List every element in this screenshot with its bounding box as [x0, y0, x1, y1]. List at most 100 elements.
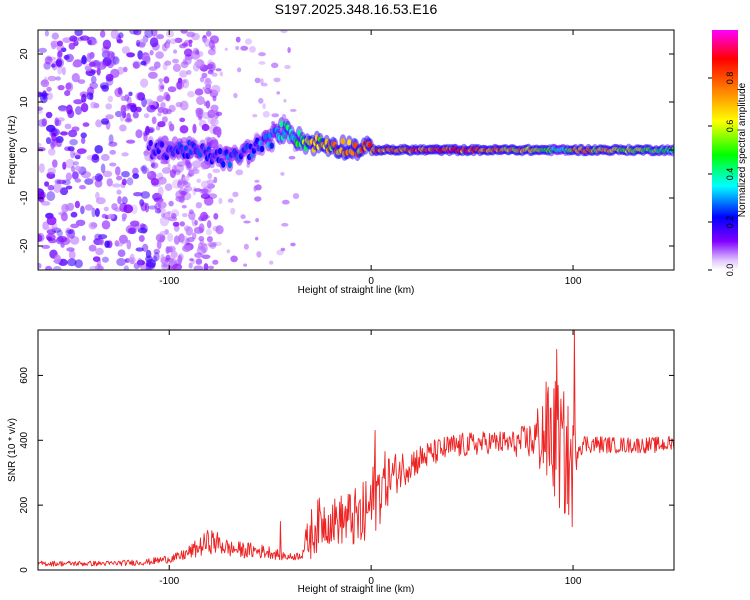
colorbar-tick-label: 0.6 [725, 120, 735, 133]
spectrogram-noise-cell [107, 51, 115, 59]
spectrogram-noise-cell [289, 108, 297, 112]
spectrogram-noise-cell [75, 106, 82, 115]
spectrogram-noise-cell [123, 66, 128, 73]
spectrogram-noise-cell [86, 92, 94, 100]
spectrogram-ytick-label: 10 [19, 96, 30, 108]
spectrogram-noise-cell [150, 178, 160, 186]
spectrogram-noise-cell [51, 63, 56, 68]
colorbar-ticks: 0.0 0.2 0.4 0.6 0.8 [708, 72, 735, 276]
spectrogram-noise-cell [161, 116, 168, 123]
spectrogram-noise-cell [254, 196, 262, 202]
spectrogram-noise-cell [205, 228, 212, 236]
spectrogram-noise-cell [201, 72, 208, 79]
spectrogram-noise-cell [213, 176, 218, 184]
spectrogram-noise-cell [188, 43, 193, 48]
spectrogram-noise-cell [175, 190, 185, 200]
spectrogram-noise-cell [151, 30, 158, 37]
spectrogram-noise-cell [145, 125, 150, 136]
spectrogram-noise-cell [126, 239, 132, 250]
spectrogram-noise-cell [123, 104, 131, 111]
spectrogram-noise-cell [45, 55, 52, 63]
spectrogram-noise-cell [91, 154, 100, 163]
spectrogram-noise-cell [121, 178, 127, 186]
spectrogram-noise-cell [199, 76, 205, 83]
spectrogram-noise-cell [170, 250, 178, 259]
spectrogram-noise-cell [84, 65, 92, 72]
spectrogram-noise-cell [72, 161, 79, 166]
spectrogram-noise-cell [215, 225, 224, 235]
spectrogram-noise-cell [165, 94, 171, 102]
spectrogram-noise-cell [82, 122, 90, 127]
spectrogram-noise-cell [75, 219, 86, 226]
spectrogram-noise-cell [182, 176, 190, 182]
spectrogram-noise-cell [262, 103, 266, 110]
spectrogram-noise-cell [133, 30, 142, 36]
spectrogram-noise-cell [178, 233, 185, 243]
spectrogram-noise-cell [203, 263, 209, 270]
spectrogram-noise-cell [81, 136, 86, 145]
spectrogram-noise-cell [46, 92, 53, 100]
spectrogram-noise-cell [249, 46, 256, 53]
spectrogram-noise-cell [232, 191, 239, 198]
spectrogram-noise-cell [196, 178, 201, 183]
spectrogram-noise-cell [186, 31, 196, 38]
spectrogram-noise-cell [177, 178, 183, 186]
spectrogram-noise-cell [147, 171, 152, 177]
spectrogram-ytick-label: 0 [19, 147, 30, 153]
spectrogram-ridge-cell [269, 142, 274, 149]
spectrogram-noise-cell [200, 188, 209, 194]
spectrogram-noise-cell [88, 53, 94, 60]
spectrogram-noise-cell [182, 180, 188, 186]
spectrogram-noise-cell [118, 234, 128, 244]
spectrogram-noise-cell [235, 45, 240, 51]
snr-panel: -100 0 100 0 200 400 600 Height of straight li… [7, 329, 675, 595]
snr-frame [37, 329, 675, 571]
spectrogram-noise-cell [56, 179, 67, 185]
spectrogram-ridge-cell [279, 120, 284, 128]
spectrogram-noise-cell [127, 227, 136, 234]
spectrogram-noise-cell [172, 179, 181, 189]
spectrogram-noise-cell [81, 235, 86, 242]
spectrogram-noise-cell [64, 123, 72, 130]
spectrogram-noise-cell [51, 32, 59, 40]
spectrogram-noise-cell [135, 129, 143, 139]
spectrogram-noise-cell [203, 101, 207, 107]
spectrogram-noise-cell [66, 247, 75, 252]
spectrogram-noise-cell [162, 263, 168, 268]
spectrogram-noise-cell [97, 61, 107, 70]
spectrogram-ridge-cell [217, 147, 223, 155]
spectrogram-noise-cell [192, 168, 200, 175]
spectrogram-noise-cell [38, 47, 47, 54]
spectrogram-noise-cell [258, 97, 264, 104]
spectrogram-noise-cell [63, 54, 70, 60]
spectrogram-noise-cell [180, 61, 189, 69]
spectrogram-noise-cell [92, 256, 101, 262]
spectrogram-noise-cell [157, 176, 167, 185]
spectrogram-noise-cell [180, 235, 189, 245]
spectrogram-noise-cell [155, 51, 164, 59]
spectrogram-noise-cell [121, 46, 130, 55]
spectrogram-noise-cell [101, 84, 109, 92]
spectrogram-noise-cell [212, 168, 221, 173]
spectrogram-noise-cell [126, 52, 135, 58]
spectrogram-noise-cell [72, 61, 82, 68]
spectrogram-noise-cell [138, 39, 146, 49]
spectrogram-noise-cell [160, 254, 165, 262]
spectrogram-noise-cell [105, 103, 113, 110]
spectrogram-noise-cell [160, 85, 165, 90]
spectrogram-noise-cell [244, 38, 253, 45]
spectrogram-noise-cell [57, 117, 65, 122]
spectrogram-noise-cell [253, 185, 257, 192]
spectrogram-noise-cell [71, 165, 76, 173]
spectrogram-noise-cell [191, 160, 202, 169]
spectrogram-noise-cell [129, 253, 135, 262]
spectrogram-noise-cell [194, 88, 204, 96]
spectrogram-noise-cell [55, 76, 61, 81]
spectrogram-noise-cell [164, 183, 173, 191]
spectrogram-noise-cell [186, 69, 192, 75]
spectrogram-noise-cell [54, 254, 62, 264]
spectrogram-noise-cell [198, 116, 203, 121]
spectrogram-noise-cell [40, 94, 48, 104]
spectrogram-noise-cell [243, 220, 251, 224]
spectrogram-noise-cell [165, 30, 175, 38]
